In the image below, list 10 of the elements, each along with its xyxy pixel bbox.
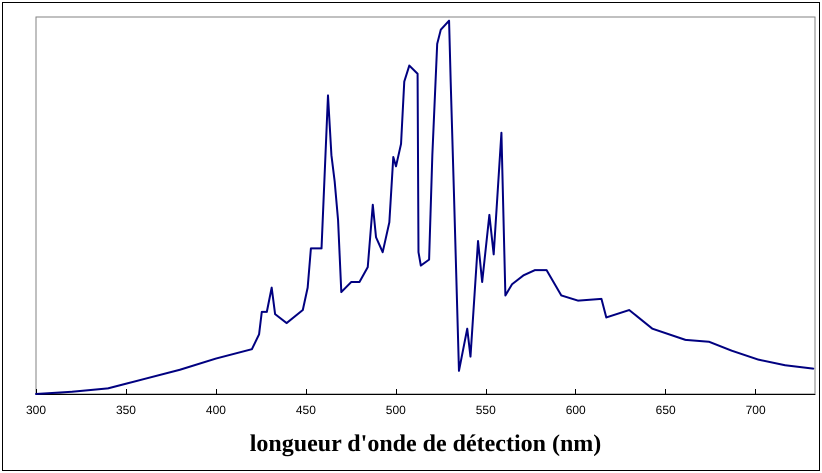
x-tick-label: 650 (656, 403, 676, 417)
x-tick-label: 600 (566, 403, 586, 417)
x-axis-title: longueur d'onde de détection (nm) (250, 431, 602, 457)
x-tick-label: 500 (386, 403, 406, 417)
x-tick-label: 400 (206, 403, 226, 417)
x-tick-label: 550 (476, 403, 496, 417)
x-tick-label: 350 (116, 403, 136, 417)
x-tick-label: 700 (746, 403, 766, 417)
x-tick-label: 300 (26, 403, 46, 417)
x-tick-label: 450 (296, 403, 316, 417)
